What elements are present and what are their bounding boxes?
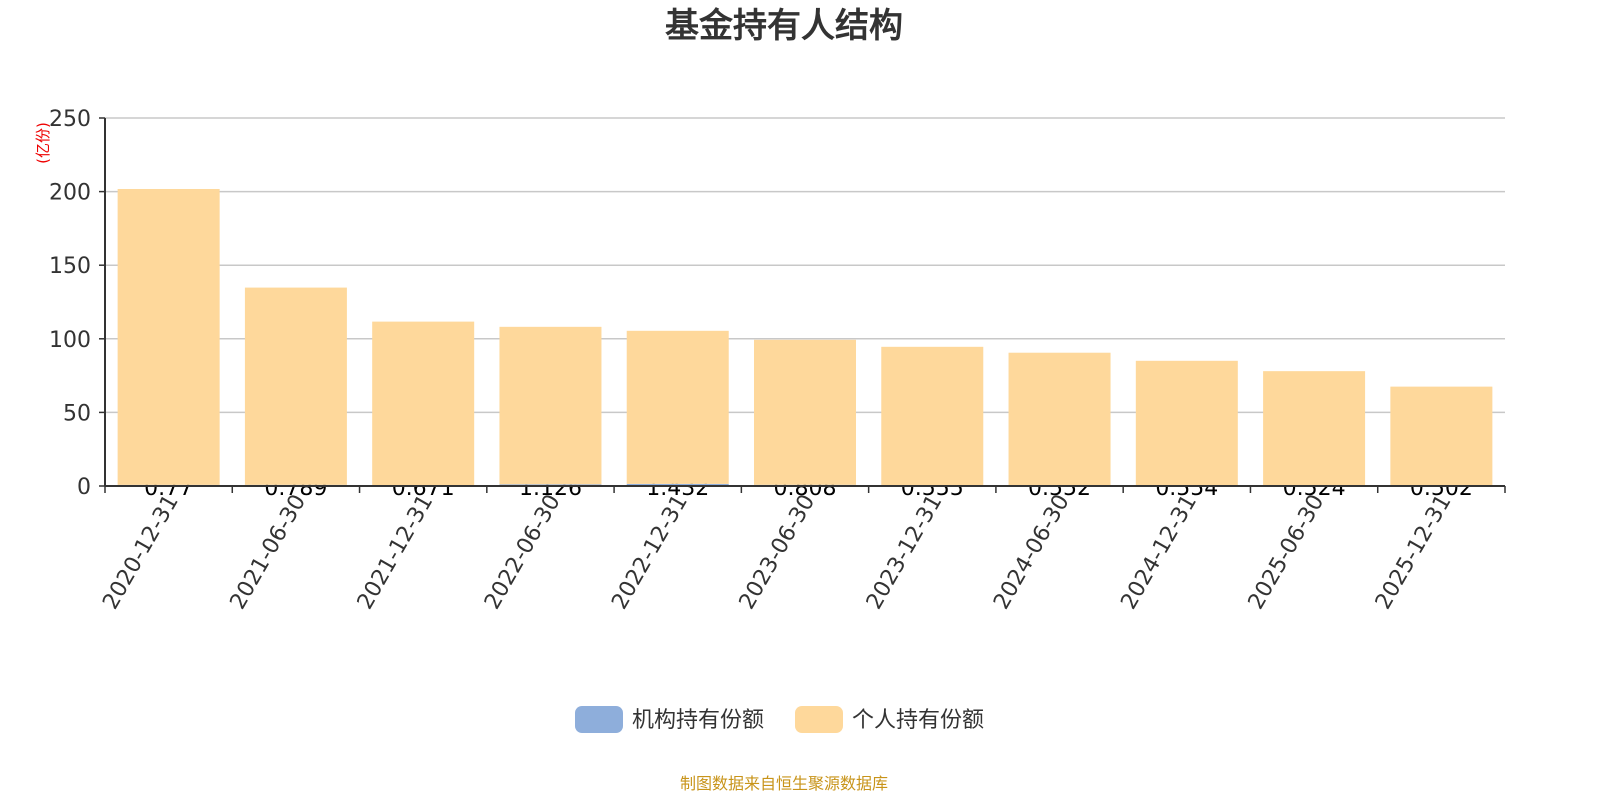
y-tick-label: 150 — [49, 254, 91, 279]
bar-individual — [1263, 371, 1366, 486]
bar-individual — [244, 287, 347, 485]
bar-individual — [754, 339, 856, 485]
x-tick-label: 2025-12-31 — [1371, 491, 1457, 614]
bar-individual — [1008, 352, 1111, 486]
x-tick-label: 2023-12-31 — [862, 491, 948, 614]
x-tick-label: 2020-12-31 — [98, 491, 184, 614]
y-tick-label: 250 — [49, 107, 91, 132]
x-tick-label: 2022-12-31 — [607, 491, 693, 614]
bar-individual — [881, 346, 984, 486]
y-tick-label: 200 — [49, 181, 91, 206]
x-tick-label: 2024-06-30 — [989, 491, 1075, 614]
legend-label: 个人持有份额 — [852, 708, 984, 733]
bar-institutional — [626, 483, 729, 486]
legend-swatch — [795, 706, 843, 733]
chart-title: 基金持有人结构 — [665, 6, 903, 46]
bar-individual — [372, 321, 475, 486]
y-tick-label: 0 — [77, 475, 91, 500]
legend-label: 机构持有份额 — [632, 708, 764, 733]
y-axis-label: (亿份) — [34, 122, 52, 164]
x-tick-label: 2024-12-31 — [1116, 491, 1202, 614]
x-tick-label: 2021-06-30 — [226, 491, 312, 614]
y-tick-label: 100 — [49, 328, 91, 353]
y-tick-label: 50 — [63, 401, 91, 426]
source-note: 制图数据来自恒生聚源数据库 — [680, 774, 888, 793]
bar-individual — [117, 188, 220, 485]
bar-individual — [499, 326, 602, 485]
bar-individual — [626, 330, 729, 484]
x-tick-label: 2021-12-31 — [353, 491, 439, 614]
bar-individual — [1135, 360, 1238, 486]
bar-individual — [1390, 386, 1493, 486]
x-tick-label: 2025-06-30 — [1244, 491, 1330, 614]
legend-swatch — [575, 706, 623, 733]
x-tick-label: 2022-06-30 — [480, 491, 566, 614]
x-tick-label: 2023-06-30 — [735, 491, 821, 614]
